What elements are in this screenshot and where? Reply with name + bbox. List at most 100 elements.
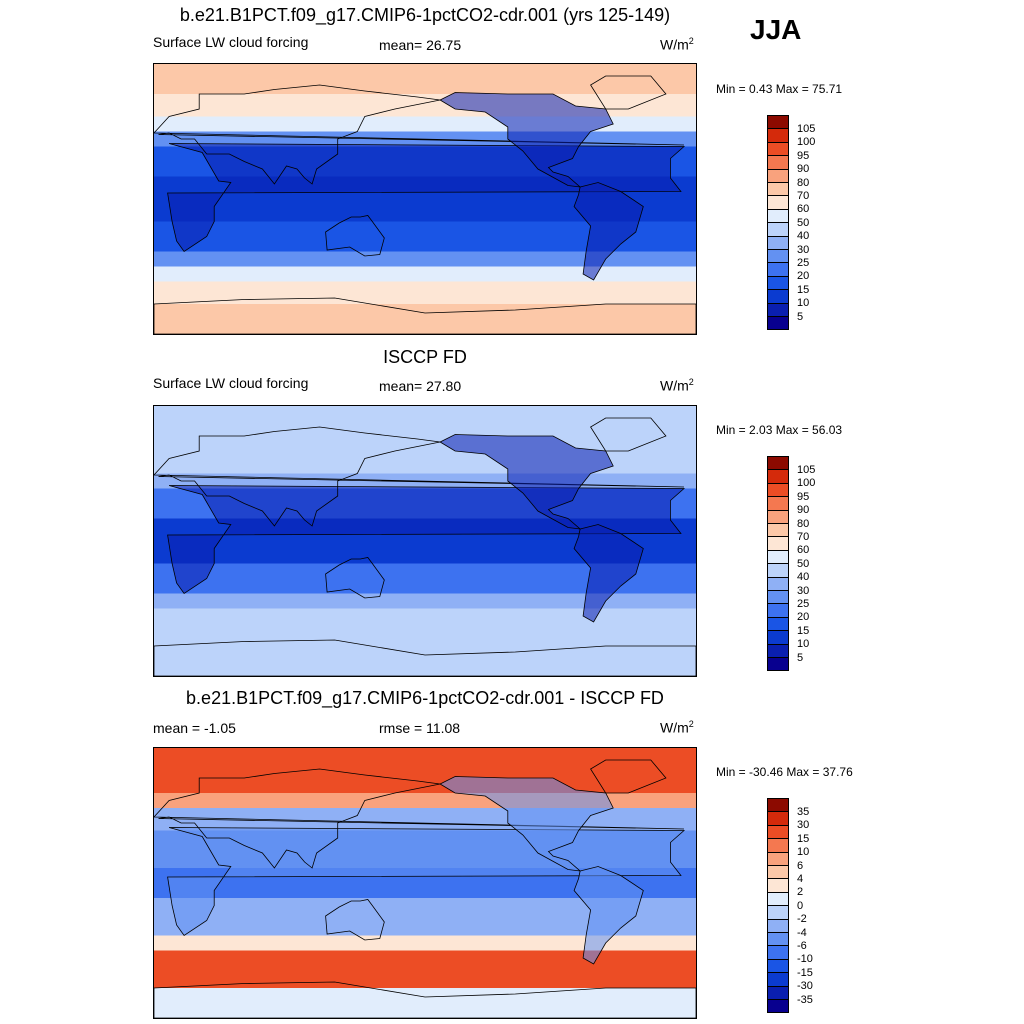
- panel-2-map: [153, 405, 697, 677]
- coastline: [154, 297, 696, 334]
- panel-3-minmax: Min = -30.46 Max = 37.76: [716, 765, 853, 779]
- colorbar-box: [767, 958, 789, 974]
- colorbar-tick-label: 80: [797, 176, 810, 189]
- colorbar-box: [767, 891, 789, 907]
- colorbar-box: [767, 235, 789, 250]
- panel-2-units-label: W/m2: [660, 377, 694, 394]
- field-band: [154, 466, 696, 474]
- colorbar-box: [767, 316, 789, 331]
- field-band: [154, 259, 696, 267]
- colorbar-box: [767, 985, 789, 1000]
- panel-2-mean-label: mean= 27.80: [379, 378, 462, 394]
- colorbar-tick-label: 10: [797, 638, 810, 651]
- colorbar-box: [767, 275, 789, 291]
- colorbar-tick-label: 4: [797, 872, 804, 885]
- field-band: [154, 281, 696, 290]
- field-plot: [154, 64, 696, 334]
- colorbar-box: [767, 482, 789, 498]
- panel-3-title: b.e21.B1PCT.f09_g17.CMIP6-1pctCO2-cdr.00…: [186, 688, 664, 708]
- colorbar-tick-label: 70: [797, 530, 810, 543]
- field-band: [154, 251, 696, 260]
- colorbar-box: [767, 905, 789, 920]
- field-band: [154, 139, 696, 147]
- colorbar-tick-label: 6: [797, 859, 804, 872]
- colorbar-tick-label: 20: [797, 611, 810, 624]
- field-band: [154, 571, 696, 579]
- field-band: [154, 458, 696, 467]
- colorbar-box: [767, 918, 789, 933]
- colorbar-tick-label: -30: [797, 980, 813, 993]
- season-label: JJA: [750, 14, 802, 45]
- field-band: [154, 1010, 696, 1018]
- field-band: [154, 304, 696, 312]
- field-band: [154, 244, 696, 252]
- field-band: [154, 101, 696, 110]
- panel-1-title: b.e21.B1PCT.f09_g17.CMIP6-1pctCO2-cdr.00…: [179, 5, 671, 25]
- colorbar-box: [767, 878, 789, 893]
- colorbar-box: [767, 523, 789, 538]
- colorbar-tick-label: 40: [797, 230, 810, 243]
- field-band: [154, 748, 696, 756]
- coastline: [573, 524, 644, 623]
- field-band: [154, 206, 696, 215]
- field-band: [154, 563, 696, 572]
- field-band: [154, 274, 696, 282]
- field-band: [154, 116, 696, 125]
- colorbar-box: [767, 115, 789, 130]
- colorbar-tick-label: 60: [797, 203, 810, 216]
- colorbar-box: [767, 168, 789, 183]
- coastline: [590, 759, 667, 794]
- colorbar-tick-label: -2: [797, 913, 807, 926]
- field-band: [154, 800, 696, 809]
- colorbar-box: [767, 630, 789, 645]
- field-band: [154, 905, 696, 914]
- panel-3-colorbar: 35 30 15 10 6 4 2 0 -2 -4 -6 -10 -15 -30 -35: [767, 798, 857, 1014]
- colorbar-box: [767, 469, 789, 484]
- coastline: [167, 143, 686, 253]
- field-band: [154, 296, 696, 305]
- panel-2-minmax: Min = 2.03 Max = 56.03: [716, 423, 843, 437]
- colorbar-tick-label: -15: [797, 966, 813, 979]
- colorbar-box: [767, 576, 789, 591]
- colorbar-box: [767, 141, 789, 157]
- coastline: [154, 84, 685, 185]
- colorbar-tick-label: 15: [797, 832, 810, 845]
- panel-1-map: [153, 63, 697, 335]
- colorbar-tick-label: 50: [797, 557, 810, 570]
- field-band: [154, 623, 696, 632]
- field-band: [154, 653, 696, 662]
- colorbar-box: [767, 603, 789, 618]
- colorbar-box: [767, 932, 789, 947]
- field-band: [154, 920, 696, 929]
- colorbar-box: [767, 536, 789, 551]
- colorbar-tick-label: 5: [797, 651, 804, 664]
- field-band: [154, 64, 696, 72]
- colorbar-tick-label: 105: [797, 122, 816, 135]
- colorbar-tick-label: 100: [797, 136, 816, 149]
- colorbar-tick-label: 30: [797, 819, 810, 832]
- colorbar-tick-label: 40: [797, 571, 810, 584]
- field-band: [154, 556, 696, 564]
- field-band: [154, 616, 696, 624]
- colorbar-box: [767, 249, 789, 264]
- coastline: [154, 981, 696, 1018]
- field-band: [154, 311, 696, 320]
- panel-3-map: [153, 747, 697, 1019]
- panel-1-minmax: Min = 0.43 Max = 75.71: [716, 82, 843, 96]
- colorbar-box: [767, 563, 789, 578]
- field-band: [154, 770, 696, 779]
- colorbar-tick-label: 100: [797, 477, 816, 490]
- field-band: [154, 875, 696, 884]
- coastline: [325, 557, 385, 599]
- colorbar-box: [767, 838, 789, 853]
- field-band: [154, 943, 696, 951]
- field-plot: [154, 748, 696, 1018]
- colorbar-tick-label: 90: [797, 504, 810, 517]
- field-band: [154, 413, 696, 422]
- field-band: [154, 289, 696, 297]
- field-band: [154, 443, 696, 452]
- coastline: [573, 182, 644, 281]
- field-band: [154, 229, 696, 237]
- field-band: [154, 995, 696, 1004]
- colorbar-tick-label: -35: [797, 993, 813, 1006]
